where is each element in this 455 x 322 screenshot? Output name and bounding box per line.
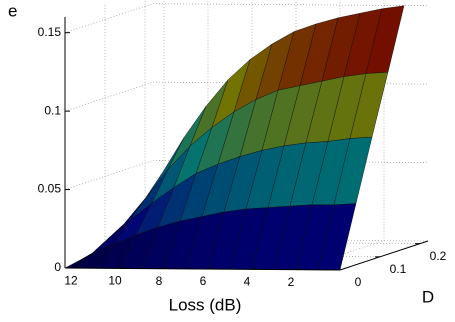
- x-tick-label: 8: [156, 274, 163, 288]
- grid-line: [64, 81, 154, 112]
- x-tick-label: 2: [288, 275, 295, 289]
- y-axis-label: D: [422, 287, 434, 306]
- z-tick-label: 0.15: [38, 25, 62, 39]
- x-tick-label: 12: [64, 273, 78, 287]
- grid-line: [64, 160, 154, 190]
- y-axis: [339, 240, 429, 271]
- x-tick: [75, 266, 80, 269]
- x-tick: [251, 267, 256, 270]
- z-tick-label: 0: [54, 260, 61, 274]
- x-tick: [207, 267, 212, 270]
- y-tick-label: 0.2: [430, 249, 447, 263]
- x-tick-label: 4: [244, 275, 251, 289]
- grid-line: [144, 241, 421, 244]
- x-axis: [64, 267, 341, 271]
- grid-line: [152, 81, 429, 85]
- grid-line: [64, 3, 154, 34]
- x-tick: [295, 268, 300, 271]
- y-tick-label: 0.1: [390, 262, 407, 276]
- x-tick-label: 6: [200, 274, 207, 288]
- x-tick: [119, 266, 124, 269]
- y-tick-label: 0: [355, 275, 362, 289]
- z-tick-label: 0.1: [44, 103, 61, 117]
- x-tick: [163, 267, 168, 270]
- grid-line: [152, 3, 429, 7]
- x-axis-label: Loss (dB): [169, 295, 242, 314]
- z-tick-label: 0.05: [38, 182, 62, 196]
- x-tick-label: 10: [108, 274, 122, 288]
- z-axis-label: e: [8, 1, 17, 20]
